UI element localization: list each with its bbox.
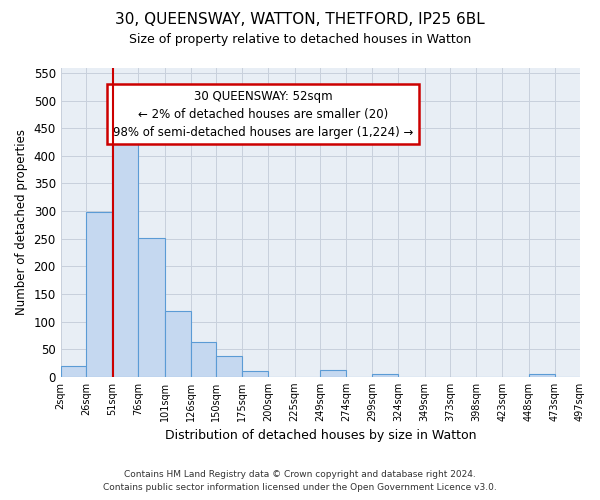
X-axis label: Distribution of detached houses by size in Watton: Distribution of detached houses by size … — [164, 430, 476, 442]
Bar — [86, 212, 112, 377]
Bar — [372, 374, 398, 377]
Bar — [216, 356, 242, 377]
Bar — [61, 366, 86, 377]
Bar — [164, 310, 191, 377]
Text: 30 QUEENSWAY: 52sqm
← 2% of detached houses are smaller (20)
98% of semi-detache: 30 QUEENSWAY: 52sqm ← 2% of detached hou… — [113, 90, 413, 138]
Bar — [242, 372, 268, 377]
Bar — [139, 238, 164, 377]
Text: 30, QUEENSWAY, WATTON, THETFORD, IP25 6BL: 30, QUEENSWAY, WATTON, THETFORD, IP25 6B… — [115, 12, 485, 28]
Bar — [320, 370, 346, 377]
Bar — [191, 342, 216, 377]
Bar — [112, 136, 139, 377]
Text: Size of property relative to detached houses in Watton: Size of property relative to detached ho… — [129, 32, 471, 46]
Text: Contains HM Land Registry data © Crown copyright and database right 2024.
Contai: Contains HM Land Registry data © Crown c… — [103, 470, 497, 492]
Bar — [529, 374, 555, 377]
Y-axis label: Number of detached properties: Number of detached properties — [15, 129, 28, 315]
